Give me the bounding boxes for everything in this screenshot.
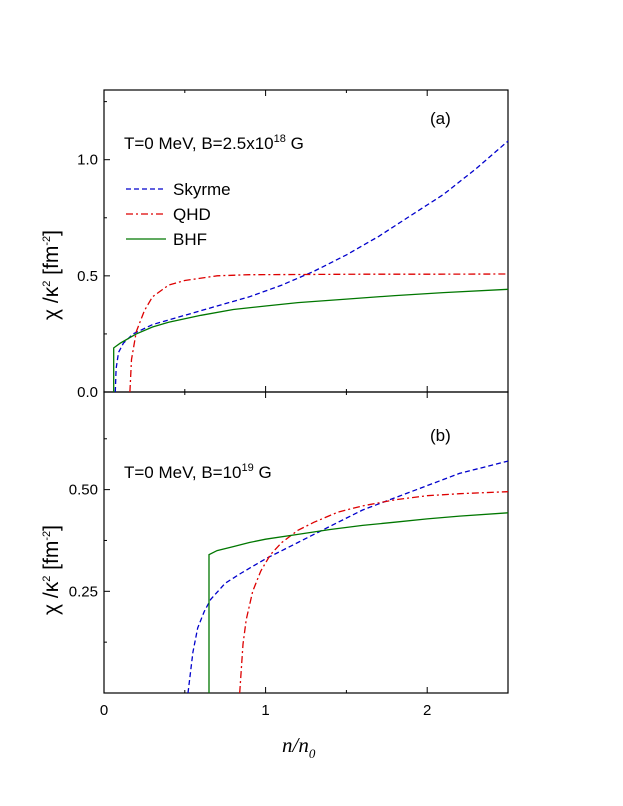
y-tick-label: 0.5 xyxy=(77,268,98,285)
x-tick-label: 2 xyxy=(423,702,431,719)
legend-label-bhf: BHF xyxy=(173,230,207,249)
panel-b-annotation: T=0 MeV, B=1019 G xyxy=(124,462,272,482)
y-tick-label: 0.25 xyxy=(69,583,98,600)
y-tick-label: 0.50 xyxy=(69,482,98,499)
panel-a-annotation: T=0 MeV, B=2.5x1018 G xyxy=(124,133,304,153)
series-skyrme-panel-a xyxy=(114,140,509,393)
panel-b-ylabel: χ /κ2 [fm-2] xyxy=(40,525,63,615)
series-qhd-panel-a xyxy=(129,273,509,393)
y-tick-label: 0.0 xyxy=(77,384,98,401)
x-tick-label: 1 xyxy=(261,702,269,719)
series-qhd-panel-b xyxy=(239,491,509,694)
y-tick-label: 1.0 xyxy=(77,152,98,169)
legend-label-skyrme: Skyrme xyxy=(173,180,231,199)
series-skyrme-panel-b xyxy=(187,460,509,694)
x-axis-label: n/n0 xyxy=(282,733,316,761)
legend: Skyrme QHD BHF xyxy=(126,180,231,249)
series-bhf-panel-a xyxy=(113,288,509,392)
panel-a-ylabel: χ /κ2 [fm-2] xyxy=(40,230,63,320)
series-bhf-panel-b xyxy=(208,512,509,693)
panel-b-label: (b) xyxy=(430,426,451,445)
panel-a-label: (a) xyxy=(430,109,451,128)
panel-b-frame xyxy=(103,391,509,694)
legend-label-qhd: QHD xyxy=(173,205,211,224)
x-tick-label: 0 xyxy=(100,702,108,719)
